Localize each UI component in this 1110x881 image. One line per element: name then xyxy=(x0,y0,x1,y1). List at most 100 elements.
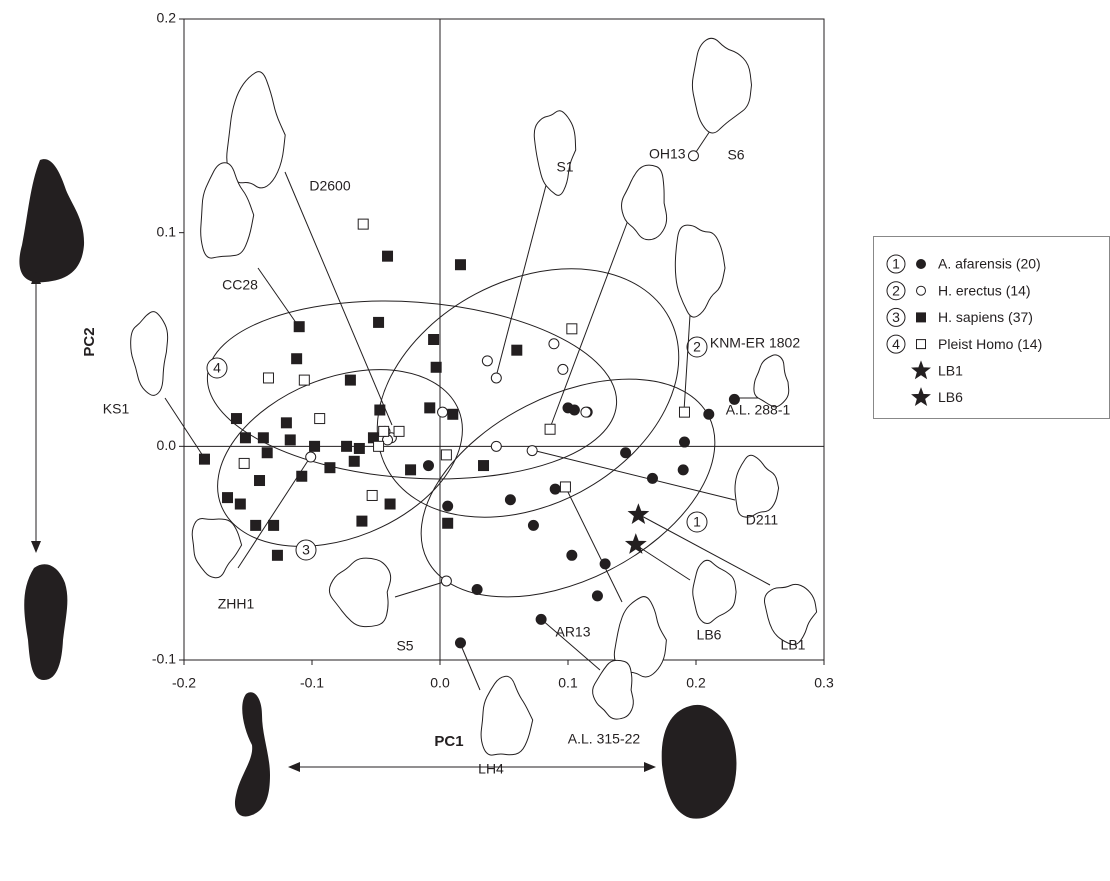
point xyxy=(296,470,308,482)
point xyxy=(309,440,321,452)
leader-line xyxy=(540,618,601,671)
specimen-outline xyxy=(763,583,818,646)
point xyxy=(384,498,396,510)
point xyxy=(378,425,390,437)
specimen-outline xyxy=(692,559,737,625)
confidence-ellipse xyxy=(376,268,680,518)
specimen-outline xyxy=(621,164,668,241)
point xyxy=(544,423,556,435)
point xyxy=(239,432,251,444)
point xyxy=(373,316,385,328)
legend-number: 1 xyxy=(892,256,900,272)
point xyxy=(559,481,571,493)
point xyxy=(261,447,273,459)
point xyxy=(341,440,353,452)
point xyxy=(356,515,368,527)
point xyxy=(373,440,385,452)
point xyxy=(580,406,592,418)
group-badge xyxy=(206,357,228,379)
point xyxy=(344,374,356,386)
specimen-outline xyxy=(753,354,790,408)
specimen-outline xyxy=(734,454,780,518)
point xyxy=(504,494,516,506)
point xyxy=(548,338,560,350)
legend-badge xyxy=(886,307,906,327)
point xyxy=(424,402,436,414)
point xyxy=(440,575,452,587)
legend-number: 4 xyxy=(892,336,900,352)
point xyxy=(678,406,690,418)
point xyxy=(234,498,246,510)
leader-line xyxy=(637,513,771,586)
silhouette xyxy=(24,564,68,680)
point xyxy=(393,425,405,437)
group-label: 3 xyxy=(302,542,310,558)
annotation: LH4 xyxy=(478,761,504,777)
confidence-ellipse xyxy=(206,300,618,480)
annotation: AR13 xyxy=(555,624,590,640)
annotation: S1 xyxy=(556,159,573,175)
point xyxy=(646,472,658,484)
point xyxy=(442,517,454,529)
legend-label: A. afarensis (20) xyxy=(938,256,1041,272)
x-tick-label: -0.1 xyxy=(300,675,324,691)
point xyxy=(568,404,580,416)
legend-badge xyxy=(886,281,906,301)
point xyxy=(557,363,569,375)
annotation: A.L. 288-1 xyxy=(726,402,791,418)
leader-line xyxy=(531,449,736,501)
confidence-ellipse xyxy=(217,369,463,547)
x-tick-label: 0.2 xyxy=(686,675,706,691)
y-tick-label: 0.2 xyxy=(157,10,177,26)
leader-line xyxy=(635,544,691,581)
plot-frame xyxy=(183,18,825,661)
point xyxy=(703,408,715,420)
point xyxy=(447,408,459,420)
point xyxy=(454,259,466,271)
point xyxy=(620,447,632,459)
point xyxy=(442,500,454,512)
point xyxy=(298,374,310,386)
point xyxy=(566,323,578,335)
point xyxy=(348,455,360,467)
annotation: LB6 xyxy=(697,627,722,643)
y-tick-label: 0.0 xyxy=(157,437,177,453)
leader-line xyxy=(284,171,393,426)
point xyxy=(687,150,699,162)
annotation: ZHH1 xyxy=(218,596,255,612)
legend-marker xyxy=(916,339,926,350)
point xyxy=(591,590,603,602)
specimen-outline xyxy=(533,110,577,196)
group-label: 1 xyxy=(693,514,701,530)
point xyxy=(481,355,493,367)
point xyxy=(222,492,234,504)
specimen-outline xyxy=(328,557,392,628)
point xyxy=(471,583,483,595)
point xyxy=(366,489,378,501)
point xyxy=(254,475,266,487)
point xyxy=(728,393,740,405)
legend-number: 2 xyxy=(892,282,900,298)
specimen-outline xyxy=(480,675,534,756)
specimen-outline xyxy=(226,71,286,189)
point xyxy=(599,558,611,570)
specimen-outline xyxy=(130,311,169,396)
legend-marker xyxy=(911,387,931,406)
point xyxy=(428,334,440,345)
annotation: LB1 xyxy=(781,637,806,653)
point xyxy=(293,321,305,333)
leader-line xyxy=(564,485,623,603)
leader-line xyxy=(164,397,206,460)
point xyxy=(268,519,280,531)
legend-number: 3 xyxy=(892,309,900,325)
point xyxy=(198,453,210,465)
annotation: OH13 xyxy=(649,146,686,162)
leader-line xyxy=(257,267,300,328)
y-axis-label: PC2 xyxy=(81,327,98,356)
annotation: A.L. 315-22 xyxy=(568,731,641,747)
annotation: S6 xyxy=(727,147,744,163)
point xyxy=(478,460,490,472)
point xyxy=(291,353,303,365)
point xyxy=(437,406,449,418)
